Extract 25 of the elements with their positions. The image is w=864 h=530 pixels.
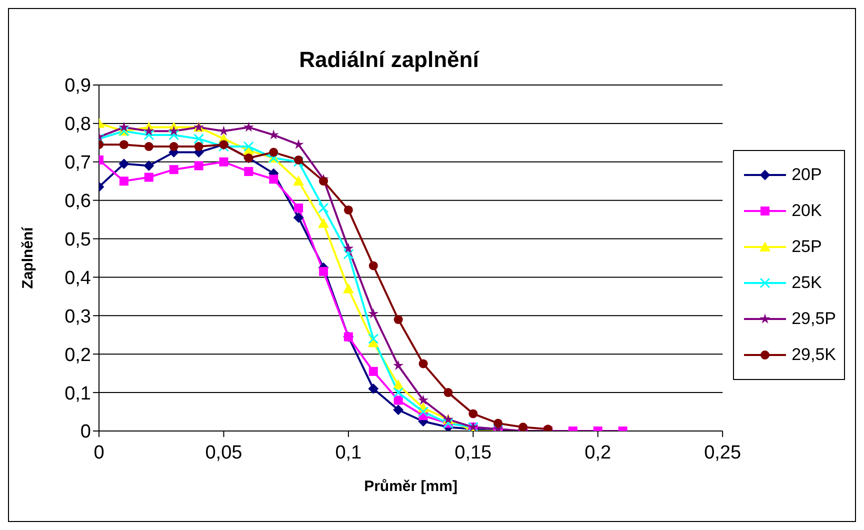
- x-tick-label: 0,2: [584, 442, 612, 464]
- y-tick-label: 0,5: [64, 230, 91, 251]
- y-axis-title: Zaplnění: [19, 226, 36, 289]
- legend-label: 20K: [792, 201, 822, 221]
- y-tick-label: 0,8: [64, 114, 91, 136]
- chart-title: Radiální zaplnění: [298, 47, 480, 73]
- y-tick-label: 0,1: [64, 383, 91, 404]
- y-tick-label: 0,4: [64, 268, 92, 289]
- y-tick-label: 0,3: [64, 306, 91, 328]
- x-axis-title: Průměr [mm]: [364, 478, 458, 495]
- y-tick-label: 0,6: [64, 191, 91, 212]
- y-tick-label: 0,9: [64, 76, 91, 97]
- x-tick-label: 0,25: [704, 442, 742, 464]
- legend-label: 29,5K: [792, 345, 836, 365]
- y-tick-label: 0,7: [64, 152, 91, 174]
- y-tick-label: 0,2: [64, 344, 91, 366]
- legend-label: 20P: [792, 165, 822, 185]
- legend-label: 29,5P: [792, 309, 836, 329]
- x-tick-label: 0,05: [205, 442, 242, 464]
- x-tick-label: 0: [94, 442, 104, 464]
- y-tick-label: 0: [80, 422, 91, 443]
- x-tick-label: 0,1: [335, 442, 362, 464]
- legend-label: 25K: [792, 273, 822, 293]
- x-tick-label: 0,15: [454, 442, 492, 464]
- legend-label: 25P: [792, 237, 822, 257]
